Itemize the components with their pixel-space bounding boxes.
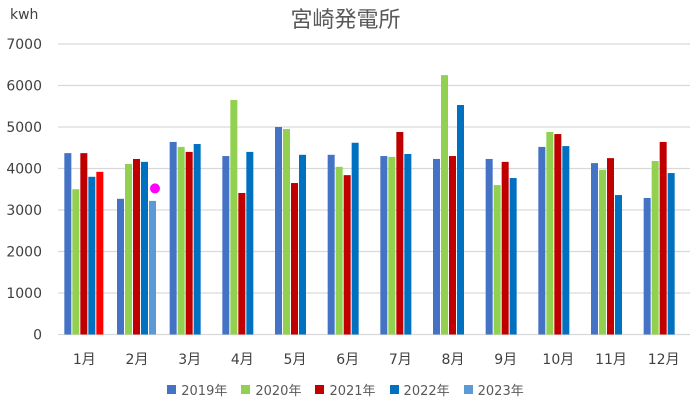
bar-2022年-8月: [457, 105, 464, 335]
bar-2019年-9月: [485, 158, 493, 335]
bar-2019年-11月: [591, 163, 598, 335]
x-tick-label: 4月: [231, 352, 254, 368]
bar-2021年-12月: [659, 141, 667, 335]
bar-2021年-5月: [291, 183, 298, 335]
bar-2019年-4月: [222, 156, 230, 335]
bar-2022年-12月: [667, 173, 675, 335]
bar-2019年-8月: [433, 158, 440, 335]
y-tick-label: 6000: [6, 79, 42, 95]
bar-2020年-8月: [441, 75, 448, 335]
bar-2019年-12月: [643, 197, 651, 335]
bar-2021年-11月: [607, 158, 614, 335]
bar-2021年-6月: [343, 175, 351, 335]
bar-2020年-2月: [125, 163, 132, 335]
x-tick-label: 10月: [542, 352, 574, 368]
x-tick-label: 6月: [336, 352, 359, 368]
legend-swatch: [167, 385, 177, 394]
bar-2021年-7月: [396, 131, 404, 335]
bar-2022年-6月: [351, 142, 359, 335]
bar-2020年-5月: [283, 129, 290, 335]
bar-2022年-1月: [88, 176, 96, 335]
bar-2020年-4月: [230, 100, 238, 335]
bar-2019年-6月: [327, 154, 335, 335]
legend-item: 2019年: [167, 380, 227, 399]
bar-2022年-5月: [299, 154, 306, 335]
bar-2022年-7月: [404, 153, 412, 335]
bar-2022年-4月: [246, 151, 254, 335]
chart-title: 宮崎発電所: [290, 8, 401, 33]
bar-2020年-3月: [177, 146, 185, 335]
bar-2020年-12月: [651, 161, 659, 335]
bar-2020年-10月: [546, 131, 554, 335]
x-tick-label: 9月: [494, 352, 517, 368]
y-tick-label: 5000: [6, 120, 42, 136]
legend-label: 2020年: [255, 384, 302, 399]
y-tick-label: 4000: [6, 162, 42, 178]
bar-2019年-5月: [275, 127, 282, 335]
bar-2022年-3月: [193, 144, 201, 335]
x-tick-label: 11月: [595, 352, 627, 368]
bar-2022年-11月: [615, 195, 622, 335]
bar-2022年-10月: [562, 146, 570, 335]
legend-swatch: [389, 385, 399, 394]
bar-2022年-2月: [141, 161, 148, 335]
marker-point: [150, 183, 160, 194]
y-tick-label: 2000: [6, 245, 42, 261]
bar-2019年-10月: [538, 146, 546, 335]
legend-label: 2021年: [329, 384, 376, 399]
x-tick-label: 8月: [442, 352, 465, 368]
legend-swatch: [315, 385, 325, 394]
y-tick-label: 1000: [6, 286, 42, 302]
bar-2020年-11月: [599, 169, 606, 335]
bar-2021年-4月: [238, 192, 246, 335]
legend-label: 2019年: [181, 384, 228, 399]
bar-2021年-1月: [80, 153, 88, 335]
legend-item: 2020年: [241, 380, 301, 399]
bar-2023年-1月: [96, 171, 104, 335]
legend-label: 2023年: [477, 384, 524, 399]
bar-2020年-7月: [388, 156, 396, 335]
y-tick-label: 7000: [6, 37, 42, 53]
bar-2019年-2月: [117, 198, 124, 335]
y-tick-label: 0: [33, 328, 42, 344]
legend-item: 2023年: [463, 380, 524, 399]
bar-2021年-3月: [185, 151, 193, 335]
x-tick-label: 2月: [126, 352, 149, 368]
x-tick-label: 1月: [73, 352, 96, 368]
legend-item: 2021年: [315, 380, 376, 399]
legend-label: 2022年: [403, 384, 450, 399]
bar-2020年-9月: [493, 185, 501, 335]
bar-2023年-2月: [149, 200, 156, 335]
bar-2020年-6月: [335, 166, 343, 335]
bar-2019年-1月: [64, 153, 72, 335]
bar-2021年-8月: [449, 156, 456, 335]
bar-2020年-1月: [72, 189, 80, 335]
bar-2021年-2月: [133, 158, 140, 335]
y-tick-label: 3000: [6, 203, 42, 219]
legend-swatch: [241, 385, 251, 394]
legend: 2019年 2020年 2021年 2022年 2023年: [0, 380, 691, 399]
bar-2021年-10月: [554, 134, 562, 335]
x-tick-label: 7月: [389, 352, 412, 368]
x-tick-label: 5月: [284, 352, 307, 368]
bar-2021年-9月: [501, 161, 509, 335]
bar-2019年-3月: [169, 141, 177, 335]
y-axis-unit-label: kwh: [10, 7, 39, 23]
legend-swatch: [463, 385, 473, 394]
x-tick-label: 3月: [178, 352, 201, 368]
bar-2022年-9月: [509, 178, 517, 335]
bar-2019年-7月: [380, 156, 388, 335]
legend-item: 2022年: [389, 380, 450, 399]
x-tick-label: 12月: [648, 352, 680, 368]
